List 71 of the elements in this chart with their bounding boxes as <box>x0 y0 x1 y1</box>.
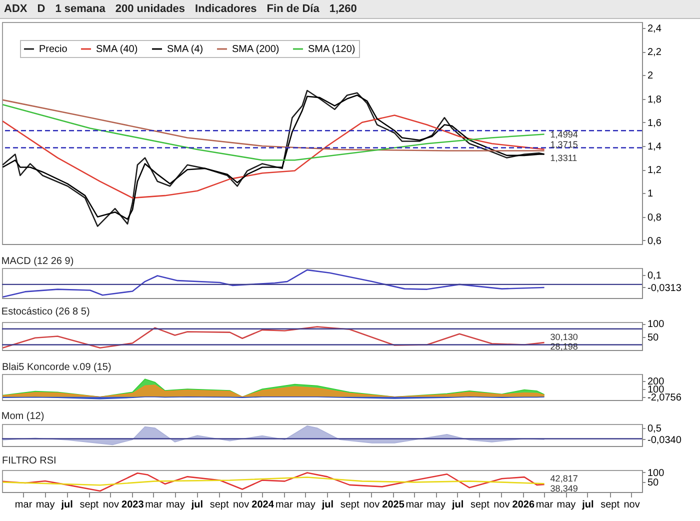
x-tick-label: may <box>166 500 185 510</box>
y-tick-label: 0,8 <box>648 212 662 224</box>
text: Fin de Día <box>266 3 320 15</box>
x-tick-label: jul <box>190 500 204 510</box>
chart-title: MACD (12 26 9) <box>1 256 74 267</box>
y-tick-label: 100 <box>648 319 665 330</box>
chart-title: ADX <box>4 3 28 15</box>
x-tick-label: sept <box>470 500 490 510</box>
x-tick-label: mar <box>406 500 424 510</box>
annotation: 30,130 <box>550 332 578 342</box>
annotation: 1,3311 <box>550 153 578 164</box>
chart-title: Mom (12) <box>1 411 44 422</box>
legend-label: SMA (40) <box>96 44 138 55</box>
x-tick-label: nov <box>232 500 250 510</box>
y-tick-label: -0,0313 <box>648 282 682 294</box>
y-tick-label: 100 <box>648 468 665 479</box>
y-tick-label: 2 <box>648 70 654 82</box>
x-tick-label: sept <box>210 500 229 510</box>
annotation: 38,349 <box>550 483 578 494</box>
x-tick-label: jul <box>450 500 464 510</box>
x-tick-label: may <box>296 500 316 510</box>
x-tick-label: may <box>426 500 446 510</box>
x-tick-label: jul <box>320 500 334 510</box>
x-tick-label: nov <box>363 500 380 510</box>
y-tick-label: 0,6 <box>648 236 662 247</box>
legend-label: SMA (200) <box>232 44 280 55</box>
chart-title: Estocástico (26 8 5) <box>1 306 90 318</box>
y-tick-label: 1,8 <box>648 94 662 106</box>
text: 200 unidades <box>115 3 186 15</box>
x-tick-label: jul <box>581 500 594 510</box>
legend-label: Precio <box>39 44 68 55</box>
chart-title: Blai5 Koncorde v.09 (15) <box>2 362 112 373</box>
annotation: 1,4994 <box>550 129 578 140</box>
annotation: 1,3715 <box>550 139 578 150</box>
x-tick-label: nov <box>494 500 510 510</box>
text: D <box>37 3 46 15</box>
x-tick-label: nov <box>102 500 119 510</box>
x-tick-label: sept <box>80 500 99 510</box>
legend-label: SMA (120) <box>308 44 356 55</box>
x-tick-label: nov <box>624 500 640 510</box>
text: 1 semana <box>55 3 106 15</box>
x-tick-label: sept <box>600 500 620 510</box>
x-tick-label: 2023 <box>122 500 144 510</box>
x-tick-label: 2025 <box>382 500 405 510</box>
y-tick-label: 1,6 <box>648 118 662 129</box>
y-tick-label: 50 <box>648 478 660 489</box>
chart-title: FILTRO RSI <box>2 455 56 466</box>
y-tick-label: 50 <box>648 332 660 344</box>
x-tick-label: may <box>556 500 576 510</box>
annotation: 42,817 <box>550 474 578 484</box>
y-tick-label: -0,0340 <box>648 434 682 446</box>
text: Indicadores <box>195 3 257 15</box>
y-tick-label: 0,5 <box>648 424 662 435</box>
x-tick-label: mar <box>536 500 554 510</box>
text: 1,260 <box>329 3 357 15</box>
x-tick-label: 2026 <box>512 500 535 510</box>
y-tick-label: -2,0756 <box>648 392 682 404</box>
y-tick-label: 1,4 <box>648 141 662 152</box>
x-tick-label: mar <box>276 500 294 510</box>
x-tick-label: may <box>36 500 55 510</box>
x-tick-label: mar <box>14 500 33 510</box>
x-tick-label: jul <box>60 500 74 510</box>
x-tick-label: sept <box>340 500 360 510</box>
y-tick-label: 2,2 <box>648 47 662 58</box>
y-tick-label: 2,4 <box>648 23 662 34</box>
y-tick-label: 0,1 <box>648 270 662 282</box>
legend-label: SMA (4) <box>167 44 204 55</box>
y-tick-label: 1 <box>648 188 654 200</box>
x-tick-label: mar <box>145 500 163 510</box>
y-tick-label: 1,2 <box>648 165 662 176</box>
x-tick-label: 2024 <box>252 500 274 510</box>
